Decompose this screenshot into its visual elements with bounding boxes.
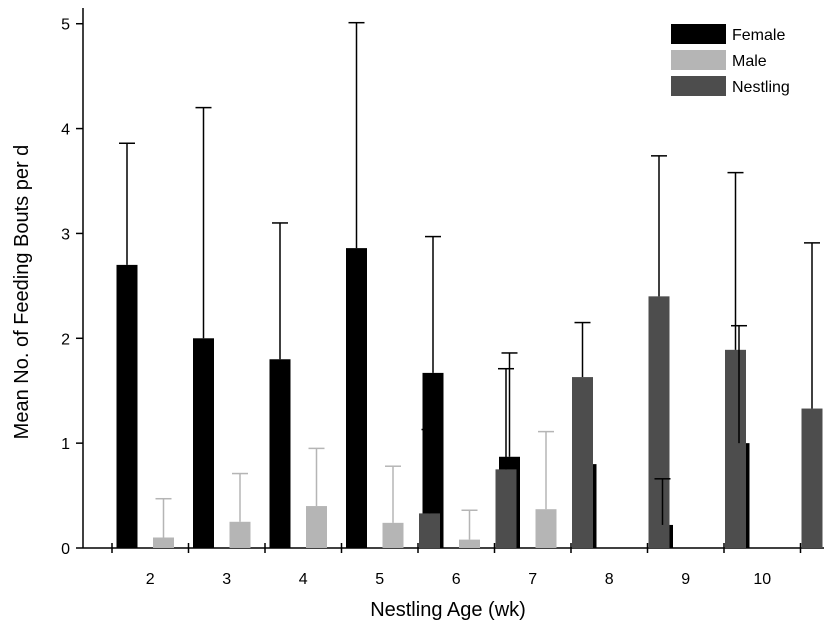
bar-nestling — [572, 377, 593, 548]
bar-male — [459, 539, 480, 548]
y-tick-label: 4 — [61, 122, 70, 139]
x-axis-title: Nestling Age (wk) — [370, 599, 526, 621]
bar-nestling — [648, 296, 670, 548]
y-tick-label: 3 — [61, 226, 70, 243]
x-tick-label: 2 — [146, 571, 155, 588]
x-tick-label: 8 — [605, 571, 614, 588]
x-tick-label: 4 — [299, 571, 308, 588]
x-tick-label: 3 — [222, 571, 231, 588]
legend-swatch-nestling — [671, 76, 726, 96]
y-tick-label: 5 — [61, 17, 70, 34]
bars-group — [116, 248, 823, 548]
x-tick-label: 6 — [452, 571, 461, 588]
y-tick-label: 1 — [61, 436, 70, 453]
x-tick-label: 5 — [375, 571, 384, 588]
bar-nestling — [419, 513, 440, 548]
legend: Female Male Nestling — [671, 24, 790, 96]
x-tick-label: 9 — [681, 571, 690, 588]
bar-female — [346, 248, 367, 548]
bar-nestling — [801, 408, 823, 548]
bar-female — [116, 264, 138, 548]
bar-nestling — [495, 469, 517, 548]
legend-label-male: Male — [732, 53, 767, 70]
bar-female — [193, 338, 214, 548]
bar-nestling — [725, 349, 746, 548]
x-tick-label: 10 — [753, 571, 771, 588]
bar-male — [382, 522, 404, 548]
legend-label-female: Female — [732, 27, 785, 44]
legend-swatch-male — [671, 50, 726, 70]
legend-swatch-female — [671, 24, 726, 44]
y-tick-label: 2 — [61, 331, 70, 348]
bar-male — [306, 506, 327, 548]
bar-female — [422, 372, 444, 548]
y-tick-label: 0 — [61, 541, 70, 558]
y-axis-title: Mean No. of Feeding Bouts per d — [11, 145, 33, 440]
x-tick-label: 7 — [528, 571, 537, 588]
error-bars-group — [119, 21, 820, 540]
bar-male — [229, 521, 251, 548]
bar-male — [153, 537, 174, 548]
bar-female — [269, 359, 291, 548]
legend-label-nestling: Nestling — [732, 79, 790, 96]
bar-male — [535, 509, 557, 548]
